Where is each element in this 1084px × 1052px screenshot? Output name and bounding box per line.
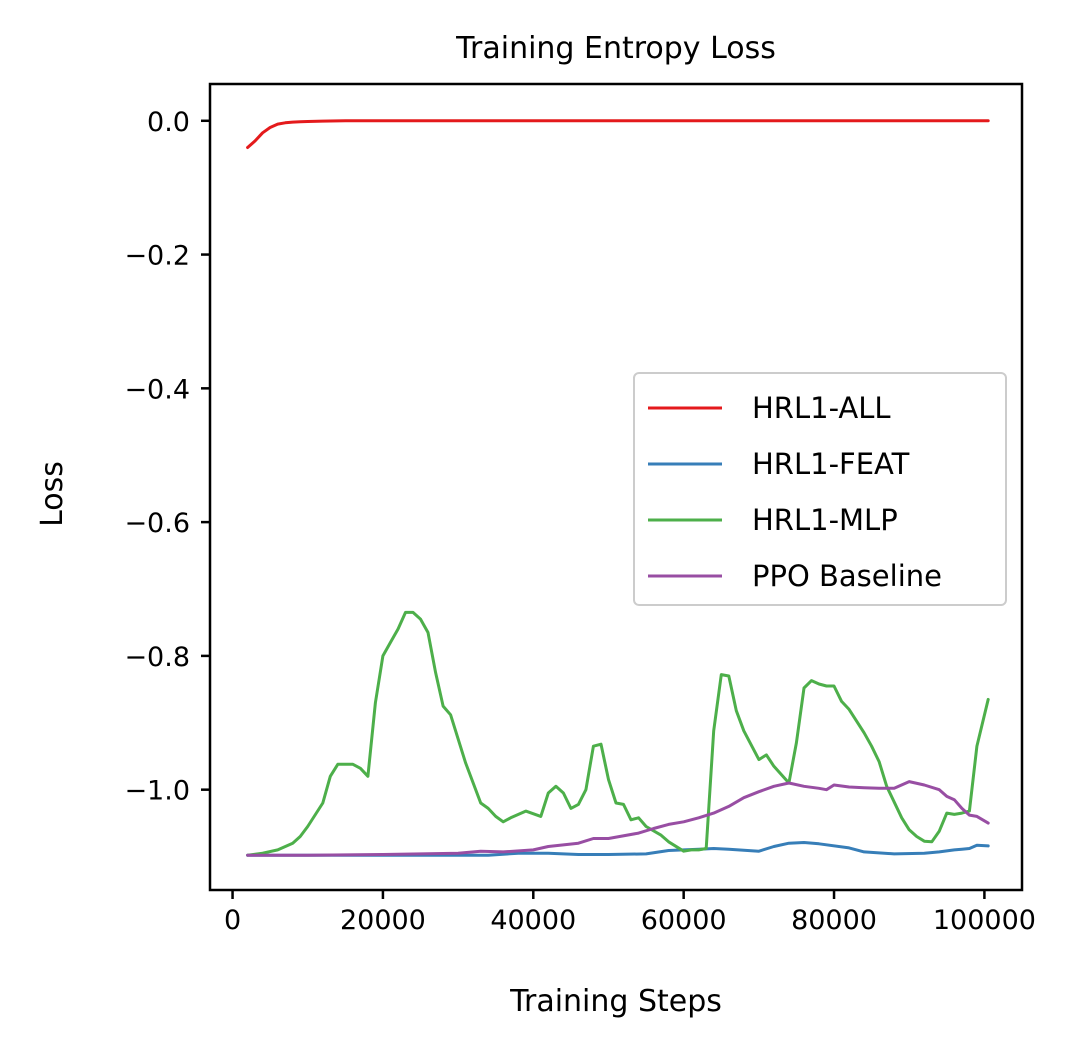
y-tick-label: −0.8: [124, 642, 190, 673]
series-line-hrl1-all: [246, 119, 990, 149]
y-axis: 0.0 −0.2 −0.4 −0.6 −0.8 −1.0: [124, 107, 210, 807]
legend-label-hrl1-all: HRL1-ALL: [752, 391, 891, 425]
legend-label-hrl1-feat: HRL1-FEAT: [752, 447, 910, 481]
y-tick-label: −1.0: [124, 776, 190, 807]
series-line-ppo-baseline: [246, 780, 990, 857]
x-tick-label: 0: [224, 905, 241, 936]
x-axis-label: Training Steps: [509, 984, 722, 1019]
legend-box: [633, 372, 1007, 606]
legend: HRL1-ALL HRL1-FEAT HRL1-MLP PPO Baseline: [633, 372, 1007, 606]
y-tick-label: −0.6: [124, 508, 190, 539]
x-tick-label: 80000: [791, 905, 877, 936]
plot-area: [246, 119, 990, 857]
series-line-hrl1-mlp: [246, 610, 990, 857]
x-axis: 0 20000 40000 60000 80000 100000: [224, 890, 1036, 936]
y-tick-label: −0.4: [124, 374, 190, 405]
x-tick-label: 60000: [641, 905, 727, 936]
series-line-hrl1-feat: [246, 841, 990, 857]
chart-title: Training Entropy Loss: [455, 31, 776, 66]
y-tick-label: 0.0: [147, 107, 190, 138]
legend-label-hrl1-mlp: HRL1-MLP: [752, 503, 898, 537]
x-tick-label: 20000: [340, 905, 426, 936]
x-tick-label: 100000: [933, 905, 1036, 936]
x-tick-label: 40000: [490, 905, 576, 936]
y-tick-label: −0.2: [124, 241, 190, 272]
y-axis-label: Loss: [35, 461, 70, 527]
legend-label-ppo-baseline: PPO Baseline: [752, 559, 942, 593]
plot-frame: [208, 82, 1024, 892]
